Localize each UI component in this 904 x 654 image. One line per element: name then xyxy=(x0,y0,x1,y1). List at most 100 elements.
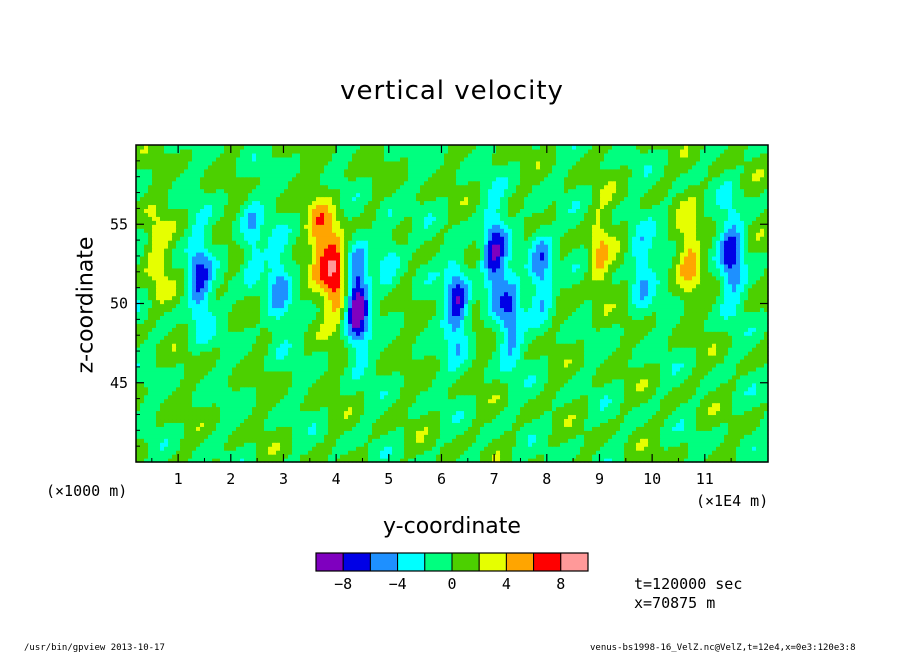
field-cell xyxy=(588,402,593,408)
field-cell xyxy=(432,382,437,388)
field-cell xyxy=(684,378,689,384)
field-cell xyxy=(332,402,337,408)
field-cell xyxy=(368,402,373,408)
field-cell xyxy=(236,362,241,368)
field-cell xyxy=(268,362,273,368)
field-cell xyxy=(260,374,265,380)
field-cell xyxy=(736,386,741,392)
field-cell xyxy=(176,378,181,384)
field-cell xyxy=(256,370,261,376)
field-cell xyxy=(740,374,745,380)
field-cell xyxy=(628,438,633,443)
field-cell xyxy=(372,418,377,423)
field-cell xyxy=(468,426,473,431)
field-cell xyxy=(700,343,705,348)
field-cell xyxy=(400,358,405,364)
field-cell xyxy=(732,410,737,416)
field-cell xyxy=(632,418,637,423)
field-cell xyxy=(348,422,353,427)
field-cell xyxy=(228,382,233,388)
field-cell xyxy=(704,402,709,408)
field-cell xyxy=(288,362,293,368)
field-cell xyxy=(648,355,653,360)
field-cell xyxy=(568,446,573,451)
field-cell xyxy=(680,410,685,416)
field-cell xyxy=(544,422,549,427)
field-cell xyxy=(696,394,701,400)
field-cell xyxy=(372,390,377,396)
field-cell xyxy=(428,335,433,340)
field-cell xyxy=(228,398,233,404)
field-cell xyxy=(436,450,441,455)
field-cell xyxy=(264,450,269,455)
field-cell xyxy=(384,434,389,439)
field-cell xyxy=(296,366,301,372)
field-cell xyxy=(412,390,417,396)
field-cell xyxy=(720,422,725,427)
field-cell xyxy=(316,378,321,384)
field-cell xyxy=(320,438,325,443)
field-cell xyxy=(724,426,729,431)
field-cell xyxy=(576,398,581,404)
field-cell xyxy=(684,398,689,404)
field-cell xyxy=(152,339,157,344)
field-cell xyxy=(552,422,557,427)
field-cell xyxy=(540,386,545,392)
field-cell xyxy=(312,458,317,463)
field-cell xyxy=(668,378,673,384)
field-cell xyxy=(400,418,405,423)
field-cell xyxy=(284,414,289,420)
field-cell xyxy=(196,370,201,376)
field-cell xyxy=(660,355,665,360)
field-cell xyxy=(572,410,577,416)
field-cell xyxy=(636,362,641,368)
field-cell xyxy=(252,347,257,352)
field-cell xyxy=(168,386,173,392)
field-cell xyxy=(568,458,573,463)
field-cell xyxy=(228,422,233,427)
field-cell xyxy=(648,442,653,447)
field-cell xyxy=(316,374,321,380)
field-cell xyxy=(208,418,213,423)
field-cell xyxy=(396,374,401,380)
field-cell xyxy=(732,450,737,455)
field-cell xyxy=(700,366,705,372)
field-cell xyxy=(464,410,469,416)
field-cell xyxy=(292,339,297,344)
field-cell xyxy=(628,351,633,356)
field-cell xyxy=(224,442,229,447)
field-cell xyxy=(428,355,433,360)
field-cell xyxy=(704,358,709,364)
field-cell xyxy=(680,446,685,451)
field-cell xyxy=(228,430,233,435)
field-cell xyxy=(236,414,241,420)
field-cell xyxy=(732,418,737,423)
field-cell xyxy=(716,414,721,420)
field-cell xyxy=(656,362,661,368)
field-cell xyxy=(524,438,529,443)
field-cell xyxy=(308,351,313,356)
field-cell xyxy=(332,418,337,423)
field-cell xyxy=(672,382,677,388)
field-cell xyxy=(736,430,741,435)
field-cell xyxy=(644,351,649,356)
field-cell xyxy=(556,378,561,384)
field-cell xyxy=(500,339,505,344)
field-cell xyxy=(180,422,185,427)
field-cell xyxy=(492,351,497,356)
field-cell xyxy=(748,402,753,408)
field-cell xyxy=(452,374,457,380)
field-cell xyxy=(492,410,497,416)
field-cell xyxy=(728,418,733,423)
field-cell xyxy=(360,446,365,451)
field-cell xyxy=(580,426,585,431)
field-cell xyxy=(688,362,693,368)
field-cell xyxy=(760,362,765,368)
field-cell xyxy=(312,355,317,360)
field-cell xyxy=(480,378,485,384)
field-cell xyxy=(144,347,149,352)
field-cell xyxy=(592,422,597,427)
field-cell xyxy=(320,402,325,408)
field-cell xyxy=(204,386,209,392)
field-cell xyxy=(348,374,353,380)
